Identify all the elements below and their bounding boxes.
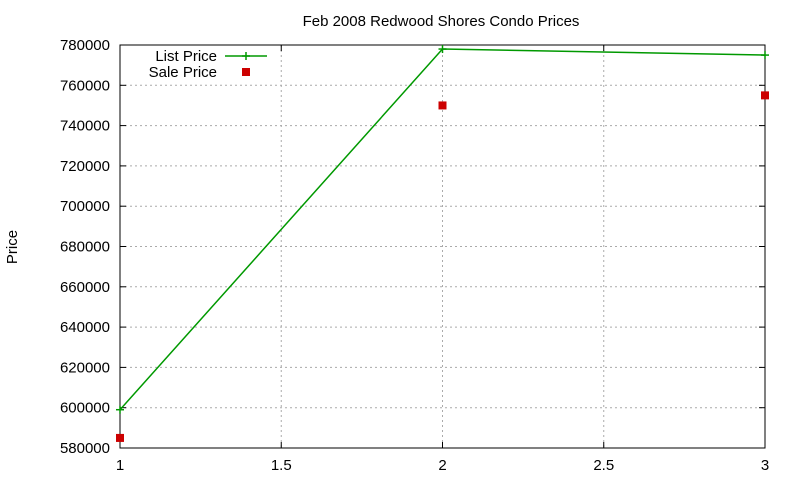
- x-tick-label: 2.5: [593, 457, 614, 474]
- y-tick-label: 700000: [60, 198, 110, 215]
- y-tick-label: 740000: [60, 118, 110, 135]
- data-point: [116, 433, 124, 442]
- series-sale-price: [116, 91, 769, 442]
- x-tick-label: 3: [761, 457, 769, 474]
- y-tick-label: 760000: [60, 77, 110, 94]
- legend-label: List Price: [155, 48, 217, 65]
- legend-marker: [242, 68, 250, 76]
- chart-title: Feb 2008 Redwood Shores Condo Prices: [303, 13, 580, 30]
- x-tick-label: 2: [438, 457, 446, 474]
- series-list-price: [116, 45, 769, 414]
- legend-marker: [242, 52, 250, 60]
- data-point: [438, 101, 447, 110]
- y-tick-label: 780000: [60, 37, 110, 54]
- data-point: [761, 91, 769, 100]
- y-tick-label: 660000: [60, 279, 110, 296]
- ticks: 580000 600000 620000 640000 660000 680000 7000…: [60, 37, 769, 474]
- data-point: [438, 45, 447, 54]
- y-tick-label: 620000: [60, 359, 110, 376]
- y-tick-label: 580000: [60, 440, 110, 457]
- data-point: [116, 405, 124, 414]
- x-tick-label: 1: [116, 457, 124, 474]
- x-tick-label: 1.5: [271, 457, 292, 474]
- y-tick-label: 640000: [60, 319, 110, 336]
- legend-label: Sale Price: [149, 64, 217, 81]
- series-layer: [116, 45, 769, 442]
- y-tick-label: 600000: [60, 400, 110, 417]
- y-tick-label: 720000: [60, 158, 110, 175]
- y-tick-label: 680000: [60, 239, 110, 256]
- grid: [120, 45, 765, 448]
- data-point: [761, 51, 769, 60]
- y-axis-label: Price: [4, 230, 21, 264]
